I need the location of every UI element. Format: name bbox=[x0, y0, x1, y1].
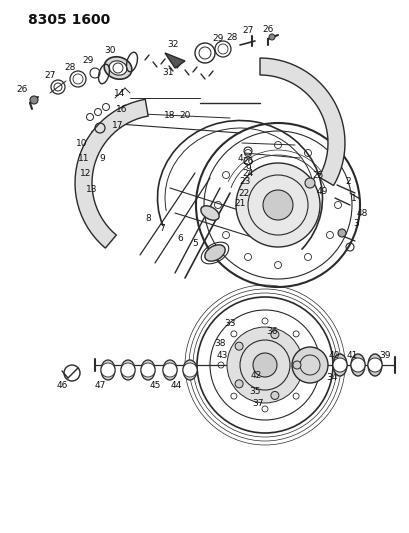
Text: 26: 26 bbox=[16, 85, 28, 93]
Text: 23: 23 bbox=[239, 176, 250, 185]
Circle shape bbox=[367, 358, 381, 372]
Text: 28: 28 bbox=[64, 62, 76, 71]
Text: 33: 33 bbox=[224, 319, 235, 327]
Text: 4: 4 bbox=[237, 154, 242, 163]
Ellipse shape bbox=[350, 354, 364, 376]
Text: 22: 22 bbox=[238, 189, 249, 198]
Polygon shape bbox=[259, 58, 344, 185]
Text: 30: 30 bbox=[104, 45, 115, 54]
Circle shape bbox=[234, 380, 243, 388]
Text: 34: 34 bbox=[326, 374, 337, 383]
Circle shape bbox=[291, 347, 327, 383]
Text: 38: 38 bbox=[214, 338, 225, 348]
Text: 35: 35 bbox=[249, 386, 260, 395]
Text: 20: 20 bbox=[179, 110, 190, 119]
Circle shape bbox=[252, 353, 276, 377]
Circle shape bbox=[292, 361, 300, 369]
Text: 36: 36 bbox=[265, 327, 277, 335]
Circle shape bbox=[304, 178, 314, 188]
Text: 9: 9 bbox=[99, 154, 105, 163]
Text: 37: 37 bbox=[252, 399, 263, 408]
Ellipse shape bbox=[182, 360, 196, 380]
Circle shape bbox=[350, 358, 364, 372]
Text: 26: 26 bbox=[262, 25, 273, 34]
Circle shape bbox=[141, 363, 155, 377]
Text: 6: 6 bbox=[177, 233, 182, 243]
Text: 29: 29 bbox=[82, 55, 94, 64]
Text: 41: 41 bbox=[346, 351, 357, 359]
Circle shape bbox=[113, 63, 123, 73]
Text: 28: 28 bbox=[226, 33, 237, 42]
Text: 21: 21 bbox=[234, 198, 245, 207]
Ellipse shape bbox=[121, 360, 135, 380]
Text: 8: 8 bbox=[145, 214, 151, 222]
Text: 3: 3 bbox=[352, 219, 358, 228]
Text: 31: 31 bbox=[162, 68, 173, 77]
Text: 18: 18 bbox=[164, 110, 175, 119]
Ellipse shape bbox=[200, 206, 219, 220]
Text: 49: 49 bbox=[315, 187, 327, 196]
Text: 12: 12 bbox=[80, 168, 92, 177]
Text: 7: 7 bbox=[159, 223, 164, 232]
Text: 16: 16 bbox=[116, 104, 128, 114]
Circle shape bbox=[101, 363, 115, 377]
Text: 9: 9 bbox=[245, 164, 250, 173]
Circle shape bbox=[121, 363, 135, 377]
Circle shape bbox=[268, 34, 274, 40]
Text: 1: 1 bbox=[350, 193, 356, 203]
Ellipse shape bbox=[163, 360, 177, 380]
Text: 47: 47 bbox=[94, 381, 106, 390]
Circle shape bbox=[337, 229, 345, 237]
Ellipse shape bbox=[141, 360, 155, 380]
Ellipse shape bbox=[367, 354, 381, 376]
Polygon shape bbox=[164, 53, 184, 68]
Text: 29: 29 bbox=[212, 34, 223, 43]
Text: 25: 25 bbox=[312, 171, 323, 180]
Ellipse shape bbox=[109, 61, 126, 75]
Circle shape bbox=[270, 391, 278, 399]
Text: 17: 17 bbox=[112, 120, 124, 130]
Text: 44: 44 bbox=[170, 381, 181, 390]
Circle shape bbox=[30, 96, 38, 104]
Text: 45: 45 bbox=[149, 381, 160, 390]
Text: 27: 27 bbox=[242, 26, 253, 35]
Text: 2: 2 bbox=[344, 176, 350, 185]
Text: 14: 14 bbox=[114, 88, 126, 98]
Circle shape bbox=[270, 330, 278, 338]
Circle shape bbox=[227, 327, 302, 403]
Text: 48: 48 bbox=[355, 208, 367, 217]
Circle shape bbox=[234, 342, 243, 350]
Ellipse shape bbox=[104, 57, 132, 79]
Text: 42: 42 bbox=[250, 370, 261, 379]
Text: 39: 39 bbox=[378, 351, 390, 359]
Text: 24: 24 bbox=[242, 168, 253, 177]
Text: 5: 5 bbox=[192, 238, 198, 247]
Circle shape bbox=[163, 363, 177, 377]
Text: 27: 27 bbox=[44, 70, 56, 79]
Ellipse shape bbox=[101, 360, 115, 380]
Text: 40: 40 bbox=[328, 351, 339, 359]
Text: 46: 46 bbox=[56, 381, 67, 390]
Circle shape bbox=[182, 363, 196, 377]
Text: 13: 13 bbox=[86, 184, 97, 193]
Ellipse shape bbox=[332, 354, 346, 376]
Text: 26: 26 bbox=[242, 157, 253, 166]
Text: 8305 1600: 8305 1600 bbox=[28, 13, 110, 27]
Text: 10: 10 bbox=[76, 139, 88, 148]
Ellipse shape bbox=[204, 245, 225, 261]
Circle shape bbox=[332, 358, 346, 372]
Text: 43: 43 bbox=[216, 351, 227, 359]
Polygon shape bbox=[75, 99, 148, 248]
Circle shape bbox=[236, 163, 319, 247]
Text: 32: 32 bbox=[167, 39, 178, 49]
Circle shape bbox=[262, 190, 292, 220]
Text: 11: 11 bbox=[78, 154, 90, 163]
